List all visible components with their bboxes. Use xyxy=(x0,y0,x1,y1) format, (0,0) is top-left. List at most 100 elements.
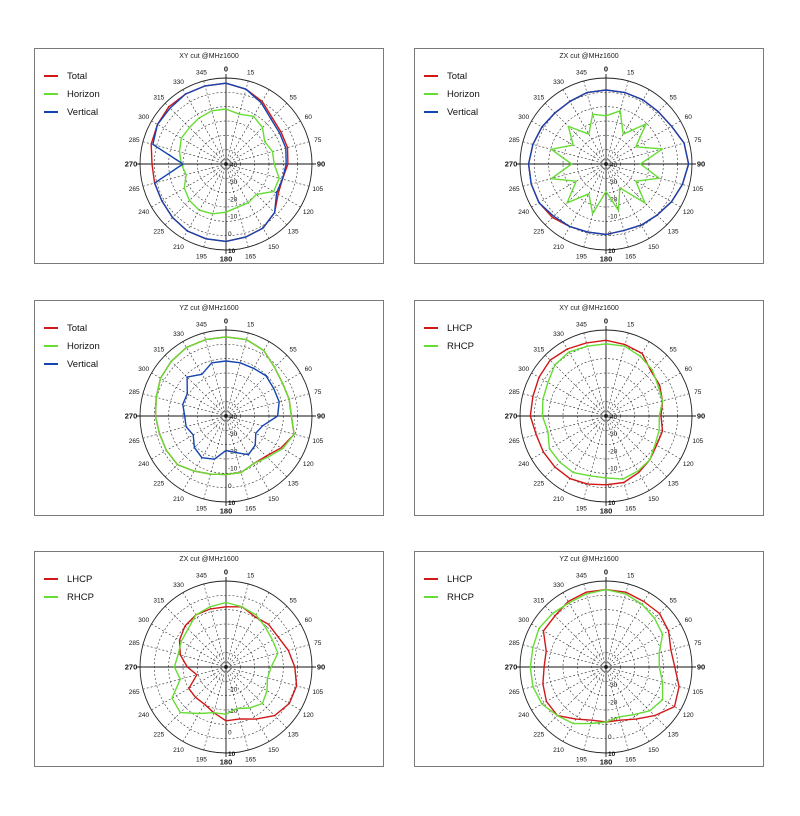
angle-tick-label: 120 xyxy=(683,461,694,468)
legend-swatch xyxy=(424,596,438,598)
angle-tick-label: 195 xyxy=(196,505,207,512)
angle-tick-label: 180 xyxy=(220,507,233,516)
grid-spoke xyxy=(605,372,681,417)
grid-spoke xyxy=(605,120,681,165)
angle-tick-label: 135 xyxy=(288,732,299,739)
angle-tick-label: 180 xyxy=(600,255,613,264)
angle-tick-label: 330 xyxy=(173,582,184,589)
polar-plot: 0 15 55 60 75 90 105 120 135 150 165 180 195 210 225 24… xyxy=(505,65,705,264)
legend-swatch xyxy=(424,93,438,95)
angle-tick-label: 240 xyxy=(138,209,149,216)
angle-tick-label: 285 xyxy=(129,137,140,144)
grid-spoke xyxy=(203,163,227,248)
legend-swatch xyxy=(424,111,438,113)
angle-tick-label: 15 xyxy=(627,573,635,580)
angle-tick-label: 15 xyxy=(247,70,255,77)
chart-title: YZ cut @MHz1600 xyxy=(559,556,619,563)
legend-label: Horizon xyxy=(447,88,480,100)
legend-label: Vertical xyxy=(67,358,99,370)
angle-tick-label: 60 xyxy=(305,617,313,624)
angle-tick-label: 135 xyxy=(668,481,679,488)
chart-title: XY cut @MHz1600 xyxy=(559,305,619,312)
legend-item: Total xyxy=(44,319,100,337)
chart-title: ZX cut @MHz1600 xyxy=(179,556,239,563)
radial-tick-label: 10 xyxy=(608,248,616,255)
angle-tick-label: 345 xyxy=(196,573,207,580)
angle-tick-label: 0 xyxy=(604,317,608,326)
radial-tick-label: -40 xyxy=(228,414,238,421)
radial-tick-label: -40 xyxy=(608,414,618,421)
angle-tick-label: 75 xyxy=(314,389,322,396)
angle-tick-label: 105 xyxy=(312,438,323,445)
angle-tick-label: 75 xyxy=(694,137,702,144)
radial-tick-label: 0 xyxy=(228,730,232,737)
legend-swatch xyxy=(424,578,438,580)
angle-tick-label: 55 xyxy=(670,346,678,353)
legend-swatch xyxy=(44,111,58,113)
legend: LHCP RHCP xyxy=(424,319,474,355)
angle-tick-label: 55 xyxy=(290,94,298,101)
grid-spoke xyxy=(605,89,650,165)
grid-spoke xyxy=(182,341,227,417)
angle-tick-label: 330 xyxy=(173,79,184,86)
angle-tick-label: 180 xyxy=(220,255,233,264)
angle-tick-label: 55 xyxy=(670,94,678,101)
legend-item: Vertical xyxy=(44,355,100,373)
angle-tick-label: 240 xyxy=(138,461,149,468)
legend-swatch xyxy=(44,327,58,329)
radial-tick-label: -10 xyxy=(608,214,618,221)
angle-tick-label: 165 xyxy=(245,505,256,512)
angle-tick-label: 285 xyxy=(129,640,140,647)
angle-tick-label: 210 xyxy=(553,747,564,754)
angle-tick-label: 90 xyxy=(317,412,325,421)
angle-tick-label: 60 xyxy=(685,114,693,121)
series-line-lhcp xyxy=(529,339,664,486)
angle-tick-label: 315 xyxy=(533,346,544,353)
legend-item: Total xyxy=(424,67,480,85)
legend-label: Total xyxy=(67,322,88,334)
radial-tick-label: -20 xyxy=(228,196,238,203)
angle-tick-label: 60 xyxy=(305,366,313,373)
angle-tick-label: 60 xyxy=(685,617,693,624)
angle-tick-label: 180 xyxy=(600,758,613,767)
grid-spoke xyxy=(583,415,607,500)
angle-tick-label: 270 xyxy=(505,412,518,421)
angle-tick-label: 180 xyxy=(220,758,233,767)
angle-tick-label: 150 xyxy=(648,747,659,754)
chart-title: XY cut @MHz1600 xyxy=(179,53,239,60)
polar-chart-panel: ZX cut @MHz1600 0 15 55 60 75 90 105 120 135 150 16… xyxy=(34,551,384,767)
angle-tick-label: 210 xyxy=(553,244,564,251)
angle-tick-label: 165 xyxy=(625,756,636,763)
polar-chart-panel: XY cut @MHz1600 0 15 55 60 75 90 105 120 135 150 16… xyxy=(414,300,764,516)
radial-tick-label: -20 xyxy=(608,448,618,455)
angle-tick-label: 0 xyxy=(224,317,228,326)
angle-tick-label: 265 xyxy=(509,186,520,193)
angle-tick-label: 265 xyxy=(129,689,140,696)
polar-chart-panel: YZ cut @MHz1600 0 15 55 60 75 90 105 120 135 150 16… xyxy=(34,300,384,516)
radial-tick-label: 10 xyxy=(608,500,616,507)
radial-tick-label: 0 xyxy=(228,231,232,238)
radial-tick-label: -10 xyxy=(608,717,618,724)
angle-tick-label: 105 xyxy=(692,689,703,696)
legend-item: LHCP xyxy=(424,319,474,337)
radial-tick-label: 10 xyxy=(228,751,236,758)
angle-tick-label: 0 xyxy=(604,65,608,74)
angle-tick-label: 315 xyxy=(533,94,544,101)
series-line-horizon xyxy=(550,110,664,215)
angle-tick-label: 55 xyxy=(290,346,298,353)
angle-tick-label: 165 xyxy=(245,253,256,260)
grid-spoke xyxy=(203,666,227,751)
legend-label: Vertical xyxy=(447,106,479,118)
legend: LHCP RHCP xyxy=(424,570,474,606)
legend-label: RHCP xyxy=(447,591,474,603)
angle-tick-label: 180 xyxy=(600,507,613,516)
legend-swatch xyxy=(44,596,58,598)
grid-spoke xyxy=(225,163,310,187)
angle-tick-label: 195 xyxy=(196,756,207,763)
angle-tick-label: 345 xyxy=(576,573,587,580)
legend-swatch xyxy=(424,345,438,347)
legend-item: Vertical xyxy=(44,103,100,121)
angle-tick-label: 15 xyxy=(247,322,255,329)
grid-spoke xyxy=(225,372,301,417)
polar-plot: 0 15 55 60 75 90 105 120 135 150 165 180 195 210 225 24… xyxy=(505,568,705,767)
